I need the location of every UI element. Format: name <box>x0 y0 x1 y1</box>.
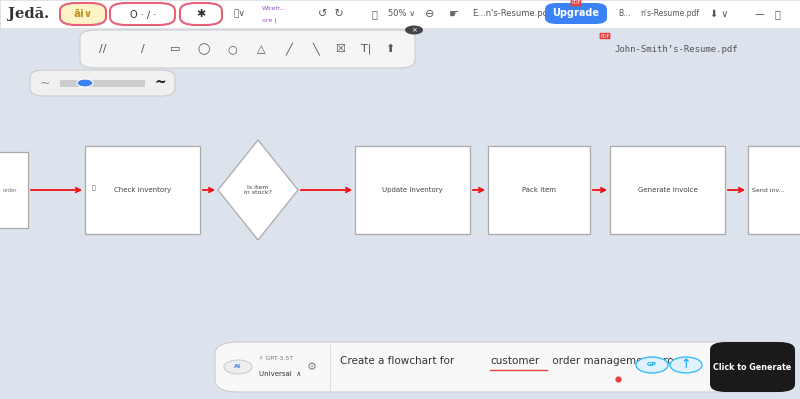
Text: ∕: ∕ <box>141 44 145 54</box>
Text: Jedā.: Jedā. <box>8 7 49 21</box>
Text: John-Smith’s-Resume.pdf: John-Smith’s-Resume.pdf <box>614 45 738 55</box>
Text: ⊖: ⊖ <box>425 9 434 19</box>
Text: Click to Generate: Click to Generate <box>713 363 791 371</box>
FancyBboxPatch shape <box>30 70 175 96</box>
Text: Pack item: Pack item <box>522 187 556 193</box>
Text: ⬇ ∨: ⬇ ∨ <box>710 9 728 19</box>
Bar <box>0 0 800 28</box>
Text: B…: B… <box>618 10 630 18</box>
Text: 50% ∨: 50% ∨ <box>388 10 415 18</box>
Text: ○: ○ <box>227 44 237 54</box>
FancyBboxPatch shape <box>110 3 175 25</box>
Text: ↑: ↑ <box>681 358 691 371</box>
Text: Generate invoice: Generate invoice <box>638 187 698 193</box>
Bar <box>748 146 800 234</box>
Text: ore |: ore | <box>262 17 276 23</box>
Circle shape <box>405 26 423 34</box>
Text: ↺  ↻: ↺ ↻ <box>318 9 344 19</box>
FancyBboxPatch shape <box>180 3 222 25</box>
Text: customer: customer <box>490 356 539 366</box>
Text: ⚙: ⚙ <box>307 362 317 372</box>
Text: ◯: ◯ <box>198 43 210 55</box>
Text: Check inventory: Check inventory <box>114 187 171 193</box>
Circle shape <box>77 79 93 87</box>
Text: Create a flowchart for: Create a flowchart for <box>340 356 458 366</box>
Text: ▭: ▭ <box>170 44 180 54</box>
Text: ×: × <box>411 27 417 33</box>
Text: ☒: ☒ <box>335 44 345 54</box>
FancyBboxPatch shape <box>215 342 795 392</box>
Bar <box>355 146 470 234</box>
Text: —: — <box>755 9 765 19</box>
Bar <box>0 152 28 228</box>
Text: order: order <box>2 188 18 192</box>
Text: ╱: ╱ <box>286 43 292 55</box>
Circle shape <box>224 360 252 374</box>
Text: T|: T| <box>361 44 371 54</box>
Text: E…n's-Resume.pdf: E…n's-Resume.pdf <box>472 10 551 18</box>
Text: ~: ~ <box>154 76 166 90</box>
Text: ⚡ GPT-3.5T: ⚡ GPT-3.5T <box>259 356 293 361</box>
Text: Send inv...: Send inv... <box>752 188 784 192</box>
Text: ⌕: ⌕ <box>372 9 378 19</box>
Text: ∕∕: ∕∕ <box>99 44 106 54</box>
Circle shape <box>636 357 668 373</box>
Text: PDF: PDF <box>600 34 610 38</box>
Text: Update inventory: Update inventory <box>382 187 443 193</box>
Text: PDF: PDF <box>571 0 581 6</box>
Text: āi∨: āi∨ <box>74 9 93 19</box>
Text: Is item
in stock?: Is item in stock? <box>244 185 272 196</box>
Text: △: △ <box>257 44 266 54</box>
FancyBboxPatch shape <box>710 342 795 392</box>
FancyBboxPatch shape <box>545 3 607 24</box>
Text: ~: ~ <box>40 77 50 89</box>
Text: 🔍: 🔍 <box>92 185 96 191</box>
Text: Universal  ∧: Universal ∧ <box>259 371 302 377</box>
Text: ⬆: ⬆ <box>386 44 394 54</box>
Polygon shape <box>218 140 298 240</box>
Text: Upgrade: Upgrade <box>553 8 599 18</box>
Bar <box>85 146 200 234</box>
Bar <box>60 80 145 87</box>
Text: AI: AI <box>234 365 242 369</box>
Text: n's-Resume.pdf: n's-Resume.pdf <box>640 10 699 18</box>
Bar <box>488 146 590 234</box>
Text: ☛: ☛ <box>448 9 458 19</box>
FancyBboxPatch shape <box>80 30 415 68</box>
Bar <box>610 146 725 234</box>
Text: ⬛∨: ⬛∨ <box>233 10 245 18</box>
Text: order management process: order management process <box>549 356 697 366</box>
FancyBboxPatch shape <box>60 3 106 25</box>
Circle shape <box>670 357 702 373</box>
Text: ⬜: ⬜ <box>775 9 781 19</box>
Text: O · ∕ ·: O · ∕ · <box>130 9 156 19</box>
Text: GP: GP <box>647 363 657 367</box>
Text: ✱: ✱ <box>196 9 206 19</box>
Text: ╲: ╲ <box>313 43 319 55</box>
Text: Wlrefr...: Wlrefr... <box>262 6 286 10</box>
